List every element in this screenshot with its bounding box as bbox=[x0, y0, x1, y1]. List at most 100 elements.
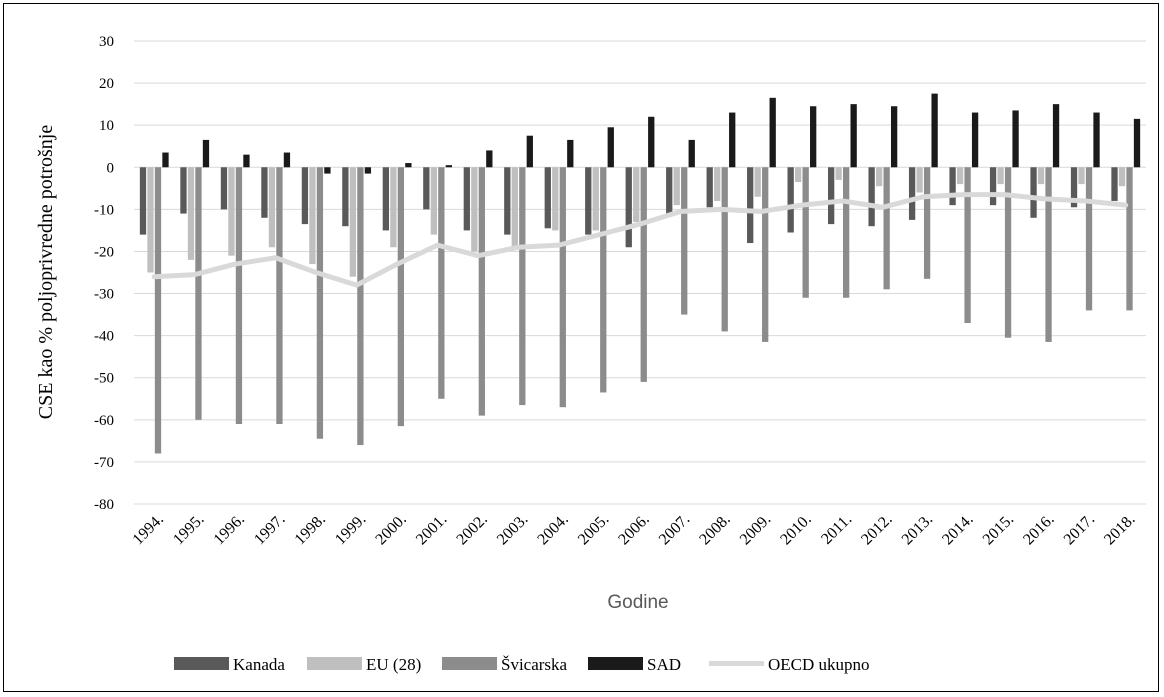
x-tick-label: 1995. bbox=[170, 511, 207, 548]
bar-sad-1994 bbox=[162, 152, 169, 168]
x-tick-label: 2003. bbox=[494, 511, 531, 548]
bar-sad-2012 bbox=[890, 106, 898, 168]
bar-eu-28--2007 bbox=[673, 167, 680, 206]
bar-sad-2009 bbox=[769, 97, 776, 168]
bar-kanada-2002 bbox=[463, 167, 470, 231]
bar--vicarska-2001 bbox=[438, 167, 445, 399]
gridlines bbox=[134, 40, 1146, 505]
legend-item: SAD bbox=[588, 655, 681, 674]
x-tick-label: 1998. bbox=[292, 511, 329, 548]
bar--vicarska-1994 bbox=[154, 167, 162, 454]
bar--vicarska-2007 bbox=[681, 167, 688, 315]
bar-eu-28--2004 bbox=[552, 167, 559, 231]
legend: Kanada EU (28) Švicarska SAD OECD ukupno bbox=[174, 655, 870, 674]
x-tick-label: 2013. bbox=[899, 511, 936, 548]
bar-kanada-2013 bbox=[908, 167, 916, 220]
bar-kanada-2018 bbox=[1111, 167, 1118, 201]
bar--vicarska-1995 bbox=[195, 167, 202, 420]
bar-kanada-2003 bbox=[504, 167, 511, 235]
bar-eu-28--1994 bbox=[147, 167, 154, 273]
legend-label: Kanada bbox=[233, 655, 285, 674]
x-tick-label: 2001. bbox=[413, 511, 450, 548]
bar-sad-2018 bbox=[1133, 118, 1141, 168]
y-tick-label: -70 bbox=[94, 455, 114, 471]
x-tick-label: 2017. bbox=[1061, 511, 1098, 548]
bar--vicarska-1998 bbox=[316, 167, 324, 439]
x-tick-label: 2015. bbox=[980, 511, 1017, 548]
y-tick-label: -10 bbox=[94, 202, 114, 218]
bar-kanada-2012 bbox=[868, 167, 875, 227]
x-tick-label: 1994. bbox=[130, 511, 167, 548]
bar-eu-28--2001 bbox=[430, 167, 437, 235]
bar-sad-2011 bbox=[850, 104, 857, 168]
bar-eu-28--2012 bbox=[875, 167, 883, 187]
y-tick-label: 10 bbox=[99, 118, 114, 134]
bar-kanada-2010 bbox=[787, 167, 794, 233]
bar-eu-28--2018 bbox=[1118, 167, 1126, 187]
bar--vicarska-2015 bbox=[1004, 167, 1012, 338]
y-tick-label: 20 bbox=[99, 76, 114, 92]
x-tick-label: 2008. bbox=[696, 511, 733, 548]
x-tick-label: 1997. bbox=[251, 511, 288, 548]
bar-eu-28--2000 bbox=[390, 167, 397, 248]
legend-item: OECD ukupno bbox=[709, 655, 870, 674]
bars bbox=[139, 93, 1141, 454]
bar-eu-28--1995 bbox=[187, 167, 195, 260]
x-tick-label: 2000. bbox=[372, 511, 409, 548]
bar-kanada-2001 bbox=[423, 167, 430, 210]
x-axis-title: Godine bbox=[607, 592, 668, 613]
bar--vicarska-2010 bbox=[802, 167, 809, 298]
x-tick-labels: 1994. 1995. 1996. 1997. 1998. 1999. 2000. 2001.… bbox=[130, 511, 1139, 548]
bar-kanada-2004 bbox=[544, 167, 551, 229]
bar-kanada-2005 bbox=[585, 167, 592, 235]
x-tick-label: 2007. bbox=[656, 511, 693, 548]
y-tick-label: 30 bbox=[99, 34, 114, 50]
bar-kanada-1996 bbox=[220, 167, 228, 210]
bar-kanada-2015 bbox=[989, 167, 997, 206]
bar-kanada-2008 bbox=[706, 167, 713, 208]
bar-eu-28--2016 bbox=[1037, 167, 1045, 185]
bar--vicarska-2017 bbox=[1085, 167, 1093, 311]
bar-kanada-1997 bbox=[261, 167, 268, 218]
legend-swatch bbox=[174, 657, 229, 670]
bar-sad-2003 bbox=[526, 135, 533, 168]
bar-sad-2013 bbox=[931, 93, 938, 168]
bar-kanada-2000 bbox=[382, 167, 390, 231]
bar-eu-28--2002 bbox=[471, 167, 478, 252]
bar-sad-2001 bbox=[445, 165, 452, 168]
bar-eu-28--2009 bbox=[754, 167, 761, 197]
bar-kanada-2016 bbox=[1030, 167, 1037, 218]
legend-item: Kanada bbox=[174, 655, 285, 674]
bar-sad-2004 bbox=[567, 139, 574, 168]
bar--vicarska-2018 bbox=[1126, 167, 1133, 311]
bar-sad-2017 bbox=[1093, 112, 1100, 168]
oecd-ukupno-line bbox=[151, 192, 1129, 288]
bar--vicarska-2000 bbox=[397, 167, 405, 427]
x-tick-label: 1996. bbox=[211, 511, 248, 548]
bar--vicarska-2008 bbox=[721, 167, 728, 332]
x-tick-label: 2006. bbox=[615, 511, 652, 548]
bar-eu-28--1999 bbox=[349, 167, 357, 277]
bar--vicarska-2005 bbox=[600, 167, 607, 393]
x-tick-label: 1999. bbox=[332, 511, 369, 548]
y-tick-label: -60 bbox=[94, 413, 114, 429]
bar-kanada-1994 bbox=[139, 167, 147, 235]
x-tick-label: 2018. bbox=[1101, 511, 1138, 548]
bar-eu-28--1996 bbox=[228, 167, 235, 256]
bar-eu-28--2014 bbox=[956, 167, 964, 185]
y-tick-labels: 30 20 10 0 -10 -20 -30 -40 -50 -60 -70 -80 bbox=[94, 34, 114, 513]
bar-sad-2006 bbox=[648, 116, 655, 168]
bar--vicarska-2003 bbox=[519, 167, 526, 406]
bar--vicarska-2014 bbox=[964, 167, 971, 324]
bar-kanada-2017 bbox=[1070, 167, 1078, 208]
x-tick-label: 2011. bbox=[818, 511, 855, 548]
oecd-line-layer bbox=[151, 192, 1129, 288]
bar-kanada-2006 bbox=[625, 167, 632, 248]
legend-item: Švicarska bbox=[442, 655, 568, 674]
bar--vicarska-2011 bbox=[843, 167, 850, 298]
legend-label: Švicarska bbox=[501, 655, 568, 674]
bar-sad-2008 bbox=[729, 112, 736, 168]
bar-kanada-1995 bbox=[180, 167, 187, 214]
bar-sad-1997 bbox=[283, 152, 291, 168]
bar-sad-2015 bbox=[1012, 110, 1019, 168]
